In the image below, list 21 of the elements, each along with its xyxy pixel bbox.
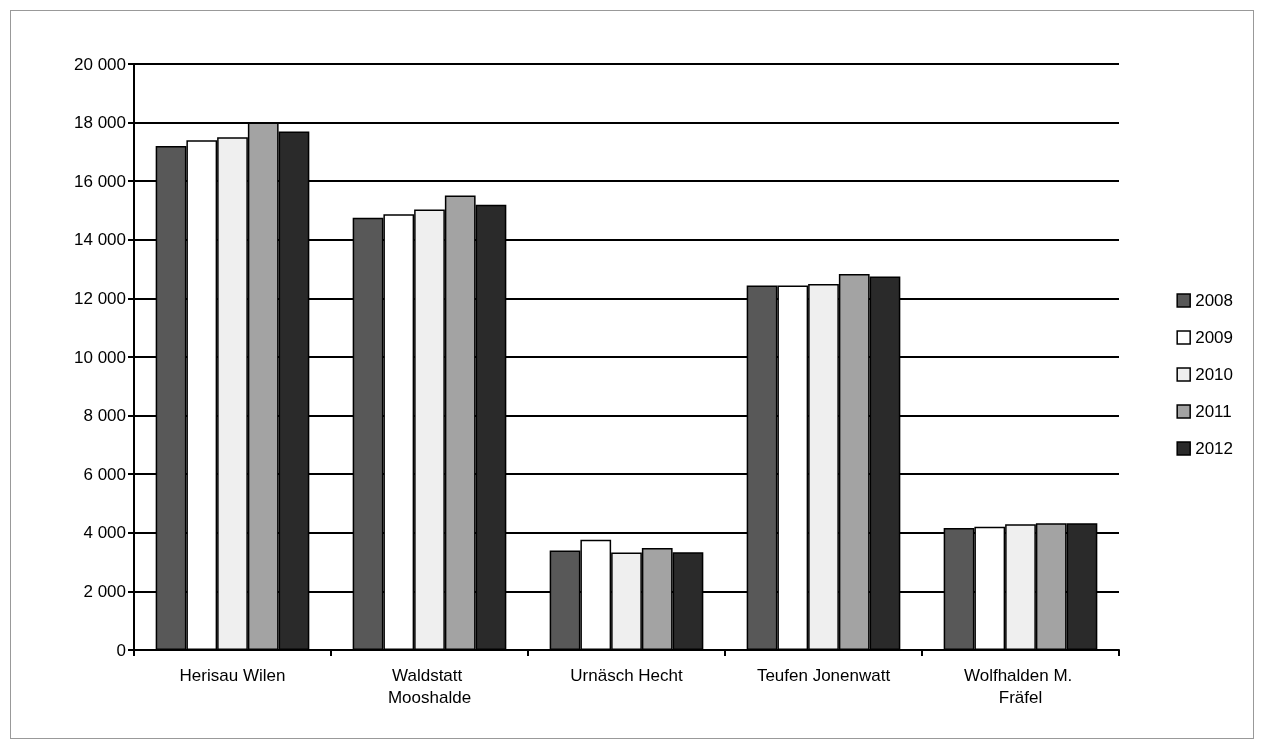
legend-label: 2011 <box>1195 402 1232 421</box>
x-tick-label: Urnäsch Hecht <box>570 665 683 685</box>
legend-label: 2009 <box>1195 328 1234 347</box>
y-tick-label: 16 000 <box>74 171 126 191</box>
y-tick-label: 2 000 <box>83 581 126 601</box>
y-tick-label: 4 000 <box>83 523 126 543</box>
legend-label: 2012 <box>1195 439 1234 458</box>
x-tick-label: Teufen Jonenwatt <box>756 665 891 685</box>
y-tick-label: 6 000 <box>83 464 126 484</box>
legend-label: 2010 <box>1195 365 1234 384</box>
y-tick-label: 10 000 <box>74 347 126 367</box>
legend-label: 2008 <box>1195 291 1234 310</box>
y-tick-label: 0 <box>116 640 126 660</box>
y-tick-label: 18 000 <box>74 113 126 133</box>
x-tick-label: Wolfhalden M. Fräfel <box>963 665 1078 707</box>
y-tick-label: 20 000 <box>74 54 126 74</box>
x-tick-label: Waldstatt Mooshalde <box>387 665 472 707</box>
y-tick-label: 8 000 <box>83 406 126 426</box>
y-tick-label: 12 000 <box>74 288 126 308</box>
y-tick-label: 14 000 <box>74 230 126 250</box>
x-tick-label: Herisau Wilen <box>179 665 286 685</box>
